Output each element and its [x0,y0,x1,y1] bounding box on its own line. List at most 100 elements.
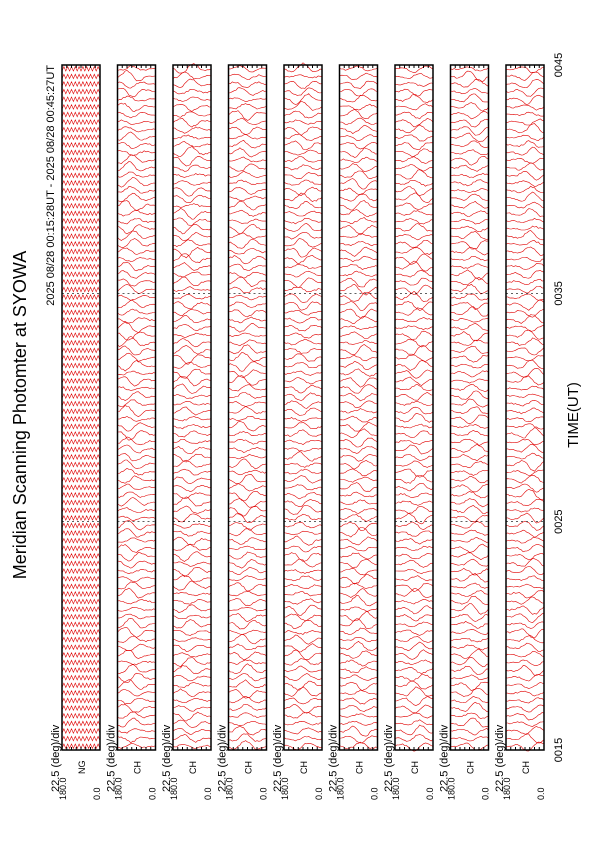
title: Meridian Scanning Photomter at SYOWA [10,251,30,579]
trace [283,87,323,96]
trace [283,370,323,376]
trace [339,476,378,483]
trace [228,551,267,560]
trace [284,421,323,430]
trace [61,621,101,628]
trace [228,352,267,362]
trace [450,613,489,622]
trace [172,208,212,220]
trace [283,362,323,368]
trace [505,324,545,332]
y-max-label: 180.0 [502,777,512,800]
trace [339,595,378,607]
channel-label: CH [466,761,476,774]
trace [61,164,101,171]
trace [450,210,489,217]
trace [394,401,434,406]
trace [283,468,323,475]
trace [61,431,101,438]
trace [505,558,545,567]
trace [394,210,434,216]
trace [339,681,378,691]
trace [394,354,434,362]
trace [505,87,545,97]
trace [228,239,267,249]
trace [505,269,545,279]
trace [117,491,156,498]
trace [228,406,267,414]
trace [228,361,267,372]
trace [61,225,101,232]
trace [228,97,267,103]
trace [450,322,489,331]
trace [61,530,101,537]
trace [228,276,267,287]
trace [228,170,267,178]
trace [394,103,434,111]
trace [394,156,434,164]
trace [339,141,378,150]
trace [283,704,323,714]
y-min-label: 0.0 [259,787,269,800]
trace [394,444,434,455]
y-min-label: 0.0 [314,787,324,800]
trace [505,375,545,386]
trace [61,65,101,72]
trace [394,530,434,537]
trace [117,321,156,334]
trace [172,476,212,485]
trace [505,162,545,171]
trace [172,580,212,591]
trace [117,224,156,235]
trace [394,111,434,120]
trace [117,643,156,652]
trace [117,430,156,441]
trace [228,232,267,240]
trace [505,566,545,575]
trace [61,263,101,270]
trace [394,704,434,714]
trace [228,740,267,750]
trace [450,398,489,408]
panel-frame [449,64,490,751]
trace [117,87,156,98]
y-min-label: 0.0 [148,787,158,800]
trace [450,277,489,286]
trace [172,705,212,712]
trace [283,392,323,401]
trace [172,232,212,241]
trace [394,545,434,551]
trace [283,712,323,719]
trace [339,527,378,538]
trace [283,658,323,666]
trace [450,406,489,414]
trace [228,454,267,460]
trace [394,384,434,391]
trace [283,353,323,362]
trace [339,499,378,505]
trace [339,446,378,454]
trace [450,475,489,484]
trace [450,383,489,392]
trace [117,704,156,713]
trace [283,156,323,163]
trace [61,233,101,240]
trace [61,256,101,263]
traces [394,65,434,752]
trace [61,728,101,734]
trace [339,170,378,180]
trace [450,256,489,262]
trace [450,644,489,651]
panel-scale: 22.5 (deg)/div [161,724,173,792]
trace [339,522,378,531]
trace [228,200,267,211]
trace [339,552,378,560]
trace [394,674,434,682]
trace [450,414,489,425]
trace [450,573,489,583]
trace [394,316,434,323]
trace [505,180,545,187]
trace [283,736,323,742]
trace [394,223,434,232]
trace [505,544,545,553]
